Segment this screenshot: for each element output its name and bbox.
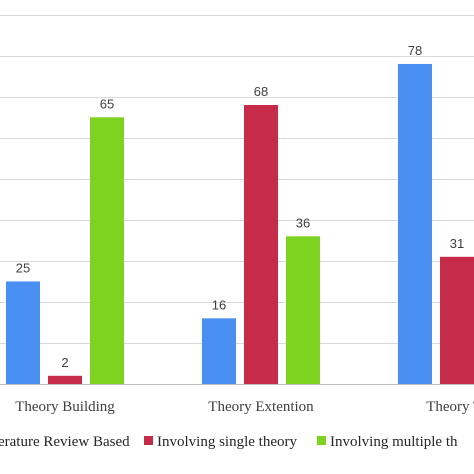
data-label: 16 [212,297,226,312]
bars [6,63,474,385]
legend: erature Review Based Involving single the… [0,434,458,450]
category-label: Theory Extention [208,399,314,415]
data-label: 2 [61,355,68,370]
legend-label: Involving multiple th [330,434,458,450]
bar [6,281,40,384]
legend-swatch [144,436,153,445]
data-label: 31 [450,236,464,251]
bar [48,375,82,384]
legend-label: erature Review Based [0,434,130,450]
bar [398,63,432,384]
category-labels: Theory Building Theory Extention Theory Te [15,399,474,415]
legend-label: Involving single theory [157,434,297,450]
data-label: 68 [254,84,268,99]
data-labels: 25 16 78 2 68 31 65 36 [16,43,464,370]
gridlines [0,15,474,344]
category-label: Theory Te [426,399,474,415]
bar [244,104,278,384]
data-label: 36 [296,215,310,230]
data-label: 65 [100,96,114,111]
bar [202,318,236,384]
legend-swatch [317,436,326,445]
data-label: 25 [16,260,30,275]
data-label: 78 [408,43,422,58]
bar [286,236,320,384]
category-label: Theory Building [15,399,115,415]
bar [440,256,474,384]
bar [90,117,124,385]
